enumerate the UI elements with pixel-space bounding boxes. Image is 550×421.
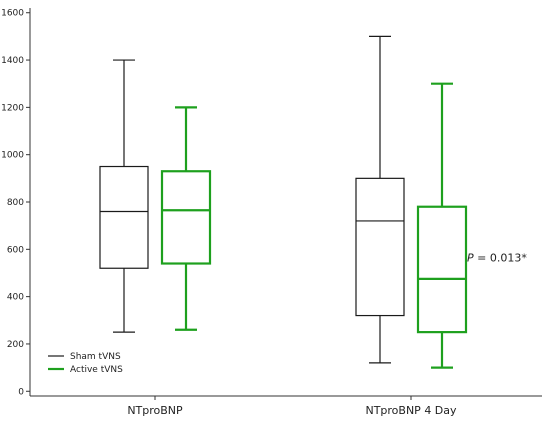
- iqr-box: [160, 170, 212, 265]
- y-tick-label: 1600: [1, 9, 24, 19]
- y-tick-label: 1200: [1, 103, 24, 113]
- x-category-label: NTproBNP 4 Day: [365, 404, 457, 417]
- legend-label: Sham tVNS: [70, 352, 121, 362]
- y-tick-label: 1400: [1, 56, 24, 66]
- y-tick-label: 600: [7, 245, 24, 255]
- p-value-text: = 0.013*: [474, 251, 528, 264]
- y-tick-label: 1000: [1, 151, 24, 161]
- p-value-annotation: P = 0.013*: [467, 251, 527, 264]
- legend: Sham tVNS Active tVNS: [48, 352, 123, 375]
- y-tick-label: 200: [7, 340, 24, 350]
- x-category-label: NTproBNP: [127, 404, 183, 417]
- iqr-box: [355, 177, 405, 317]
- box-active: [416, 82, 468, 369]
- y-tick-label: 800: [7, 198, 24, 208]
- p-value-letter: P: [467, 251, 474, 264]
- iqr-box: [99, 165, 149, 269]
- box-active: [160, 106, 212, 331]
- legend-label: Active tVNS: [70, 365, 123, 375]
- y-tick-label: 400: [7, 293, 24, 303]
- box-sham: [99, 59, 149, 333]
- box-sham: [355, 35, 405, 364]
- iqr-box: [416, 205, 468, 334]
- axes: 0 200 400 600 800 1000 1200 1400 1600 NTproBNP NTp…: [1, 8, 542, 417]
- y-tick-label: 0: [18, 387, 24, 397]
- boxes: [99, 35, 468, 369]
